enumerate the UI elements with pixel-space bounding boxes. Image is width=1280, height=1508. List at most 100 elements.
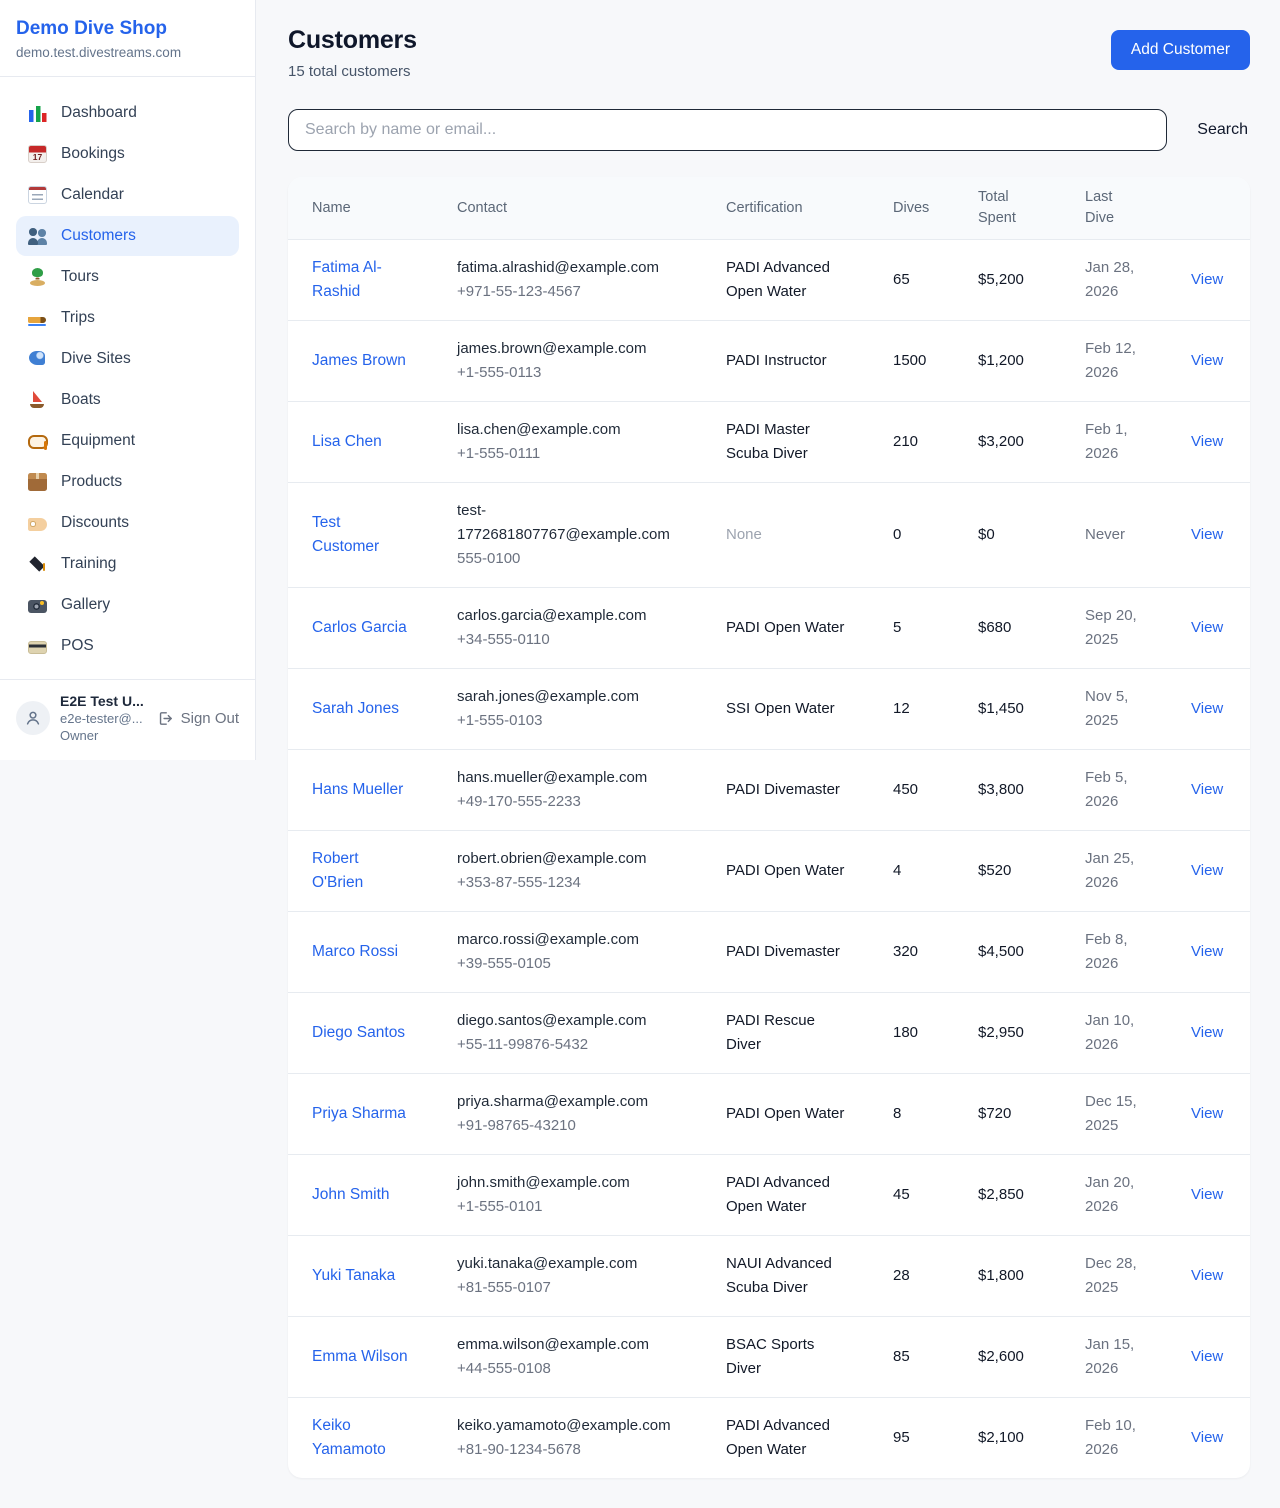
view-link[interactable]: View: [1191, 781, 1224, 798]
dives-count: 45: [893, 1186, 910, 1203]
view-link[interactable]: View: [1191, 1024, 1224, 1041]
certification: PADI Open Water: [726, 619, 845, 636]
column-header-actions: [1167, 177, 1250, 240]
sidebar-item-dashboard[interactable]: Dashboard: [16, 93, 239, 133]
sidebar-item-label: Gallery: [61, 596, 111, 613]
customer-name-link[interactable]: Test Customer: [312, 514, 380, 555]
column-header-certification: Certification: [702, 177, 869, 240]
sidebar-item-label: Tours: [61, 268, 99, 285]
view-link[interactable]: View: [1191, 1267, 1224, 1284]
sidebar-item-boats[interactable]: Boats: [16, 380, 239, 420]
total-spent: $680: [978, 619, 1012, 636]
last-dive-date: Feb 10, 2026: [1085, 1417, 1136, 1458]
view-link[interactable]: View: [1191, 352, 1224, 369]
customer-name-link[interactable]: Emma Wilson: [312, 1348, 408, 1365]
sidebar-item-discounts[interactable]: Discounts: [16, 503, 239, 543]
view-link[interactable]: View: [1191, 1105, 1224, 1122]
column-header-name: Name: [288, 177, 433, 240]
sidebar-item-customers[interactable]: Customers: [16, 216, 239, 256]
view-link[interactable]: View: [1191, 700, 1224, 717]
customer-name-link[interactable]: Marco Rossi: [312, 943, 399, 960]
customer-phone: +1-555-0113: [457, 364, 542, 381]
dives-count: 180: [893, 1024, 919, 1041]
page-title-block: Customers 15 total customers: [288, 26, 417, 80]
customer-name-link[interactable]: Diego Santos: [312, 1024, 406, 1041]
customer-phone: 555-0100: [457, 550, 521, 567]
customer-name-link[interactable]: Keiko Yamamoto: [312, 1417, 386, 1458]
customer-email: carlos.garcia@example.com: [457, 607, 647, 624]
sidebar-nav: Dashboard Bookings Calendar Customers: [0, 77, 255, 679]
customer-name-link[interactable]: Hans Mueller: [312, 781, 404, 798]
customer-name-link[interactable]: Yuki Tanaka: [312, 1267, 396, 1284]
customers-icon: [28, 227, 47, 245]
customers-table-card: Name Contact Certification Dives Total S…: [288, 177, 1250, 1478]
sidebar-item-label: Bookings: [61, 145, 125, 162]
sidebar-item-label: Boats: [61, 391, 101, 408]
sign-out-icon: [159, 711, 172, 725]
sidebar-item-label: Dive Sites: [61, 350, 131, 367]
search-bar: Search: [288, 109, 1250, 151]
table-row: Hans Mueller hans.mueller@example.com +4…: [288, 749, 1250, 831]
column-header-last-dive: Last Dive: [1061, 177, 1167, 240]
certification: PADI Advanced Open Water: [726, 1174, 830, 1215]
last-dive-date: Jan 15, 2026: [1085, 1336, 1135, 1377]
dives-count: 5: [893, 619, 902, 636]
customer-name-link[interactable]: Priya Sharma: [312, 1105, 406, 1122]
dives-count: 95: [893, 1429, 910, 1446]
sidebar-item-trips[interactable]: Trips: [16, 298, 239, 338]
sidebar-item-training[interactable]: Training: [16, 544, 239, 584]
sidebar-item-equipment[interactable]: Equipment: [16, 421, 239, 461]
customer-name-link[interactable]: Carlos Garcia: [312, 619, 407, 636]
customer-count: 15 total customers: [288, 63, 411, 80]
view-link[interactable]: View: [1191, 1429, 1224, 1446]
certification: NAUI Advanced Scuba Diver: [726, 1255, 832, 1296]
add-customer-button[interactable]: Add Customer: [1110, 30, 1250, 70]
column-header-dives: Dives: [869, 177, 954, 240]
search-button[interactable]: Search: [1195, 113, 1250, 147]
customer-name-link[interactable]: John Smith: [312, 1186, 390, 1203]
customer-name-link[interactable]: Sarah Jones: [312, 700, 400, 717]
sidebar-item-calendar[interactable]: Calendar: [16, 175, 239, 215]
view-link[interactable]: View: [1191, 433, 1224, 450]
total-spent: $2,850: [978, 1186, 1024, 1203]
sidebar-item-gallery[interactable]: Gallery: [16, 585, 239, 625]
certification: None: [726, 526, 762, 543]
customer-name-link[interactable]: James Brown: [312, 352, 406, 369]
last-dive-date: Feb 12, 2026: [1085, 340, 1136, 381]
sidebar-item-bookings[interactable]: Bookings: [16, 134, 239, 174]
calendar-icon: [28, 186, 47, 204]
customer-phone: +1-555-0101: [457, 1198, 543, 1215]
search-input[interactable]: [288, 109, 1168, 151]
table-row: Robert O'Brien robert.obrien@example.com…: [288, 830, 1250, 912]
view-link[interactable]: View: [1191, 943, 1224, 960]
customer-name-link[interactable]: Fatima Al-Rashid: [312, 259, 382, 300]
view-link[interactable]: View: [1191, 271, 1224, 288]
view-link[interactable]: View: [1191, 862, 1224, 879]
sidebar-item-tours[interactable]: Tours: [16, 257, 239, 297]
total-spent: $1,800: [978, 1267, 1024, 1284]
last-dive-date: Never: [1085, 526, 1126, 543]
last-dive-date: Jan 28, 2026: [1085, 259, 1135, 300]
sidebar-item-label: Customers: [61, 227, 136, 244]
pos-icon: [28, 641, 47, 654]
sidebar-item-dive-sites[interactable]: Dive Sites: [16, 339, 239, 379]
customer-email: lisa.chen@example.com: [457, 421, 621, 438]
view-link[interactable]: View: [1191, 526, 1224, 543]
customer-name-link[interactable]: Robert O'Brien: [312, 850, 364, 891]
table-row: Lisa Chen lisa.chen@example.com +1-555-0…: [288, 401, 1250, 483]
table-row: Diego Santos diego.santos@example.com +5…: [288, 992, 1250, 1074]
discounts-icon: [28, 517, 47, 531]
total-spent: $1,200: [978, 352, 1024, 369]
total-spent: $3,800: [978, 781, 1024, 798]
view-link[interactable]: View: [1191, 619, 1224, 636]
sidebar-item-pos[interactable]: POS: [16, 626, 239, 666]
customer-name-link[interactable]: Lisa Chen: [312, 433, 382, 450]
view-link[interactable]: View: [1191, 1348, 1224, 1365]
total-spent: $720: [978, 1105, 1012, 1122]
view-link[interactable]: View: [1191, 1186, 1224, 1203]
shop-header: Demo Dive Shop demo.test.divestreams.com: [0, 0, 255, 77]
sign-out-button[interactable]: Sign Out: [157, 710, 239, 727]
sidebar-item-products[interactable]: Products: [16, 462, 239, 502]
last-dive-date: Dec 28, 2025: [1085, 1255, 1137, 1296]
